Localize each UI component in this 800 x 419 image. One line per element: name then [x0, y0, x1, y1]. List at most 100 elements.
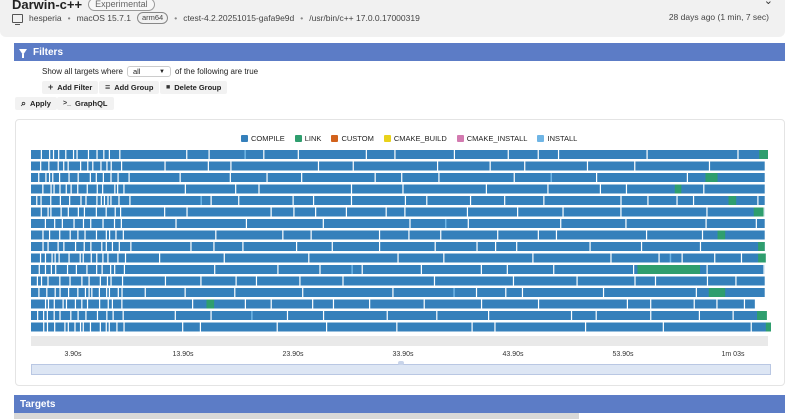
delete-group-button[interactable]: ■ Delete Group	[160, 81, 228, 94]
link-span[interactable]	[717, 230, 726, 240]
compile-span[interactable]	[31, 230, 765, 240]
legend-swatch-cmake-build	[383, 135, 391, 142]
link-span[interactable]	[758, 242, 765, 251]
link-span[interactable]	[728, 196, 737, 205]
task-separator	[82, 322, 84, 332]
task-separator	[58, 173, 61, 182]
graphql-button[interactable]: >_ GraphQL	[57, 97, 114, 110]
task-separator	[53, 299, 55, 309]
match-mode-select[interactable]: all ▼	[126, 66, 171, 77]
task-separator	[647, 196, 649, 205]
computer-icon	[12, 13, 23, 25]
compile-span[interactable]	[31, 322, 771, 332]
task-separator	[116, 322, 118, 332]
compile-span[interactable]	[31, 207, 765, 217]
apply-button[interactable]: ⌕ Apply	[15, 97, 57, 110]
task-separator	[95, 207, 97, 217]
compile-span[interactable]	[31, 288, 765, 297]
legend-item-install[interactable]: INSTALL	[537, 134, 577, 143]
link-span[interactable]	[759, 150, 768, 159]
task-separator	[207, 161, 209, 171]
task-separator	[36, 196, 38, 205]
task-separator	[396, 322, 398, 332]
compile-span[interactable]	[31, 173, 765, 182]
compile-span[interactable]	[31, 161, 765, 171]
compile-span[interactable]	[31, 184, 765, 194]
build-gantt-chart[interactable]	[31, 150, 771, 335]
install-span[interactable]	[453, 288, 455, 297]
link-span[interactable]	[206, 299, 215, 309]
install-span[interactable]	[550, 173, 553, 182]
task-separator	[101, 265, 103, 274]
task-separator	[59, 184, 61, 194]
task-separator	[86, 184, 88, 194]
task-separator	[36, 276, 38, 286]
task-separator	[378, 230, 381, 240]
install-span[interactable]	[444, 219, 447, 228]
compile-span[interactable]	[31, 311, 765, 320]
trash-icon: ■	[166, 84, 171, 91]
add-filter-button[interactable]: + Add Filter	[42, 81, 99, 94]
link-span[interactable]	[758, 253, 766, 263]
compile-span[interactable]	[31, 150, 765, 159]
chevron-down-icon[interactable]: ⌄	[763, 0, 773, 7]
link-span[interactable]	[753, 207, 764, 217]
legend-item-cmake-install[interactable]: CMAKE_INSTALL	[456, 134, 527, 143]
apply-label: Apply	[30, 99, 51, 108]
compile-span[interactable]	[31, 219, 765, 228]
install-span[interactable]	[351, 265, 353, 274]
compile-span[interactable]	[31, 299, 755, 309]
task-separator	[681, 253, 683, 263]
task-separator	[763, 207, 765, 217]
horizontal-scrollbar[interactable]	[31, 336, 768, 346]
legend-item-compile[interactable]: COMPILE	[241, 134, 285, 143]
task-separator	[512, 276, 515, 286]
task-separator	[537, 150, 539, 159]
task-separator	[96, 184, 98, 194]
link-span[interactable]	[637, 265, 701, 274]
task-separator	[242, 242, 244, 251]
link-span[interactable]	[757, 311, 767, 320]
task-separator	[112, 311, 114, 320]
task-separator	[43, 322, 45, 332]
task-separator	[610, 253, 612, 263]
legend-item-link[interactable]: LINK	[294, 134, 321, 143]
compile-span[interactable]	[31, 196, 765, 205]
install-span[interactable]	[251, 311, 253, 320]
compile-span[interactable]	[31, 242, 765, 251]
task-separator	[506, 265, 508, 274]
compile-span[interactable]	[31, 276, 765, 286]
filters-header[interactable]: Filters	[14, 43, 785, 61]
task-separator	[106, 311, 108, 320]
compile-span[interactable]	[31, 265, 765, 274]
filters-title: Filters	[33, 46, 64, 58]
task-separator	[763, 265, 765, 274]
task-separator	[547, 184, 549, 194]
legend-item-cmake-build[interactable]: CMAKE_BUILD	[383, 134, 447, 143]
task-separator	[392, 288, 394, 297]
task-separator	[557, 150, 560, 159]
link-span[interactable]	[674, 184, 682, 194]
legend-item-custom[interactable]: CUSTOM	[331, 134, 374, 143]
install-span[interactable]	[244, 150, 246, 159]
link-span[interactable]	[708, 288, 726, 297]
arch-badge: arm64	[136, 12, 169, 24]
install-span[interactable]	[669, 253, 672, 263]
task-separator	[58, 253, 60, 263]
task-separator	[81, 276, 83, 286]
task-separator	[409, 219, 411, 228]
install-span[interactable]	[200, 196, 202, 205]
task-separator	[67, 322, 69, 332]
task-separator	[270, 299, 272, 309]
add-group-button[interactable]: ≡ Add Group	[99, 81, 160, 94]
task-separator	[706, 207, 708, 217]
brush-handle[interactable]	[398, 361, 404, 365]
build-title: Darwin-c++	[12, 0, 83, 12]
targets-header[interactable]: Targets	[14, 395, 785, 413]
timeline-brush[interactable]	[31, 361, 771, 375]
link-span[interactable]	[765, 322, 771, 332]
graphql-label: GraphQL	[74, 99, 108, 108]
task-separator	[100, 196, 102, 205]
link-span[interactable]	[705, 173, 718, 182]
separator-dot: •	[174, 13, 178, 23]
